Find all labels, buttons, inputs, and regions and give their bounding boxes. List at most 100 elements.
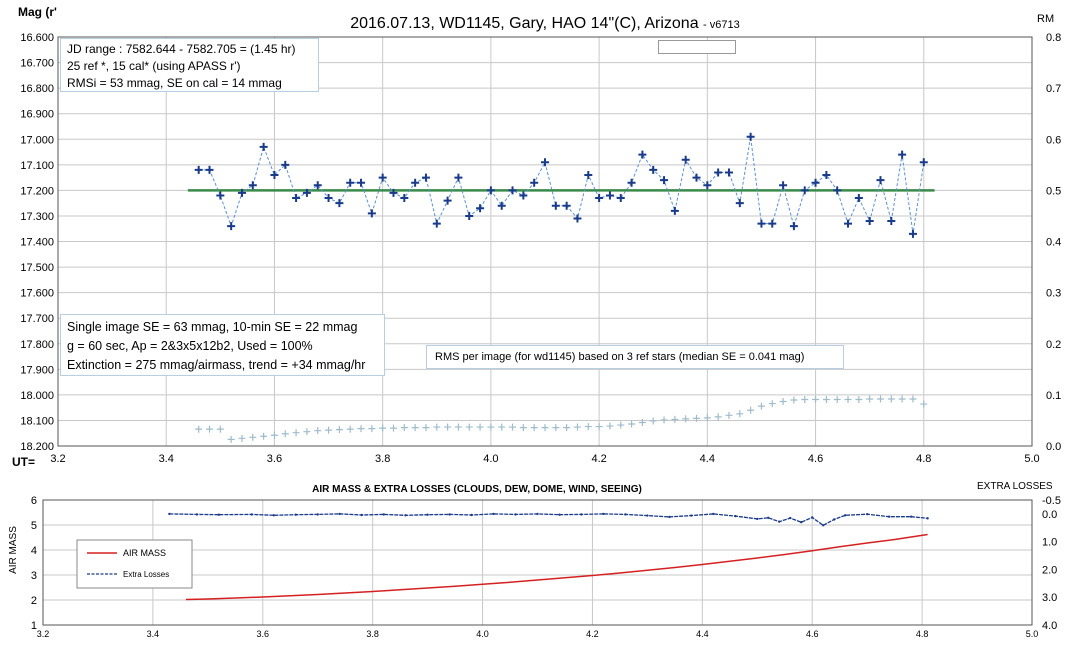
extra-losses-point xyxy=(926,517,929,520)
x-tick-label: 4.4 xyxy=(696,629,709,639)
x-tick-label: 4.6 xyxy=(808,453,823,465)
extra-losses-point xyxy=(833,518,836,521)
magnitude-point xyxy=(346,178,355,187)
magnitude-point xyxy=(530,178,539,187)
rms-point xyxy=(693,414,701,422)
y2-tick-label: 0.4 xyxy=(1046,237,1061,249)
magnitude-point xyxy=(811,178,820,187)
info-line: Single image SE = 63 mmag, 10-min SE = 2… xyxy=(67,320,358,334)
rms-point xyxy=(325,426,333,434)
rms-point xyxy=(292,429,300,437)
x-tick-label: 4.8 xyxy=(916,453,931,465)
rms-point xyxy=(487,423,495,431)
x-tick-label: 5.0 xyxy=(1026,629,1039,639)
extra-losses-point xyxy=(602,512,605,516)
y-tick-label: 18.000 xyxy=(20,390,54,402)
magnitude-point xyxy=(465,211,474,220)
rms-point xyxy=(563,424,571,432)
rms-point xyxy=(725,411,733,419)
x-tick-label: 3.6 xyxy=(267,453,282,465)
extra-losses-point xyxy=(316,513,319,516)
y-tick-label: 18.100 xyxy=(20,415,54,427)
magnitude-point xyxy=(357,178,366,187)
y-tick-label: 6 xyxy=(31,495,37,507)
x-tick-label: 3.4 xyxy=(147,629,160,639)
y-axis-label: AIR MASS xyxy=(8,526,19,574)
rms-point xyxy=(238,434,246,442)
y2-tick-label: 2.0 xyxy=(1042,564,1057,576)
extra-losses-point xyxy=(404,514,407,517)
rms-point xyxy=(303,428,311,436)
rms-point xyxy=(216,425,224,433)
y-tick-label: 17.300 xyxy=(20,211,54,223)
extra-losses-point xyxy=(865,512,869,516)
rms-point xyxy=(249,433,257,441)
rms-point xyxy=(476,423,484,431)
rms-point xyxy=(747,406,755,414)
extra-losses-point xyxy=(250,513,253,516)
rms-point xyxy=(498,423,506,431)
info-line: JD range : 7582.644 - 7582.705 = (1.45 h… xyxy=(67,42,296,56)
magnitude-point xyxy=(313,181,322,190)
rms-point xyxy=(444,423,452,431)
rms-point xyxy=(454,423,462,431)
rms-point xyxy=(790,396,798,404)
y2-tick-label: 0.0 xyxy=(1042,509,1057,521)
magnitude-point xyxy=(367,209,376,218)
magnitude-point xyxy=(227,222,236,231)
extra-losses-point xyxy=(800,521,803,524)
magnitude-point xyxy=(692,173,701,182)
x-tick-label: 3.8 xyxy=(366,629,379,639)
magnitude-point xyxy=(595,194,604,203)
magnitude-point xyxy=(735,199,744,208)
rms-point xyxy=(876,395,884,403)
extra-losses-point xyxy=(294,513,297,516)
magnitude-point xyxy=(768,219,777,228)
extra-losses-point xyxy=(909,515,913,518)
rms-point xyxy=(260,432,268,440)
y2-tick-label: 0.3 xyxy=(1046,288,1061,300)
y-tick-label: 5 xyxy=(31,520,37,532)
airmass-chart: 3.2 3.4 3.6 3.8 4.0 4.2 4.4 4.6 4.8 5.0 6 5 4 3 2 1 -0.5… xyxy=(8,481,1061,639)
y-tick-label: 17.400 xyxy=(20,237,54,249)
magnitude-point xyxy=(194,165,203,174)
x-tick-label: 3.6 xyxy=(257,629,270,639)
rms-point xyxy=(768,400,776,408)
rms-point xyxy=(920,400,928,408)
magnitude-point xyxy=(779,181,788,190)
y-tick-label: 17.100 xyxy=(20,160,54,172)
x-axis-label: UT= xyxy=(12,455,35,469)
magnitude-point xyxy=(508,186,517,195)
magnitude-point xyxy=(865,217,874,226)
magnitude-point xyxy=(216,191,225,200)
magnitude-point xyxy=(292,194,301,203)
extra-losses-point xyxy=(514,513,517,516)
rms-point xyxy=(335,426,343,434)
rms-point xyxy=(227,435,235,443)
extra-losses-point xyxy=(536,512,539,516)
extra-losses-point xyxy=(646,514,649,517)
y-tick-label: 17.200 xyxy=(20,185,54,197)
magnitude-point xyxy=(411,178,420,187)
magnitude-point xyxy=(919,158,928,167)
magnitude-point xyxy=(497,201,506,210)
x-tick-label: 4.4 xyxy=(700,453,715,465)
extra-losses-point xyxy=(767,516,770,519)
magnitude-point xyxy=(844,219,853,228)
magnitude-point xyxy=(724,168,733,177)
magnitude-point xyxy=(854,194,863,203)
rms-point xyxy=(703,414,711,422)
rms-point xyxy=(909,395,917,403)
extra-losses-point xyxy=(195,513,199,516)
rms-point xyxy=(628,420,636,428)
rms-note-box: RMS per image (for wd1145) based on 3 re… xyxy=(426,345,844,369)
magnitude-point xyxy=(432,219,441,228)
extra-losses-point xyxy=(360,513,363,517)
legend-airmass-label: AIR MASS xyxy=(123,548,166,558)
legend-extra-losses-label: Extra Losses xyxy=(123,570,169,579)
rms-point xyxy=(314,427,322,435)
magnitude-point xyxy=(443,196,452,205)
rms-point xyxy=(541,424,549,432)
rms-point xyxy=(595,423,603,431)
rms-point xyxy=(509,423,517,431)
